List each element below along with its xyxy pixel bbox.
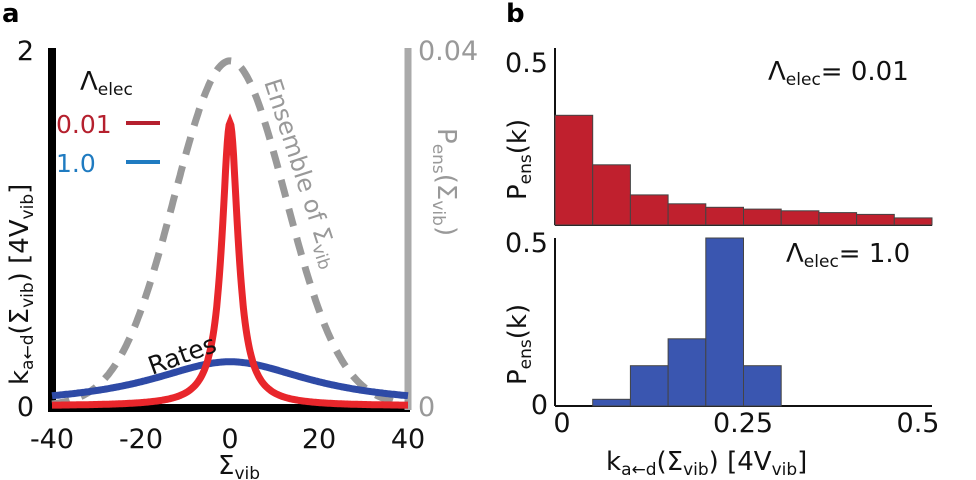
y2-tick-max: 0.04 [418,36,478,67]
hist-bar-0-0 [554,114,594,226]
b-x-axis-label: ka←d(Σvib) [4Vvib] [606,447,807,480]
x-tick-20: 20 [302,424,336,455]
b-bottom-y-label: Pens(k) [503,304,536,385]
y-tick-0: 0 [17,392,34,423]
panel-b-chart: 0.5 0.5 0 0 0.25 0.5 Λelec= 0.01 Λelec= … [503,48,939,480]
hist-bar-0-4 [705,206,744,226]
hist-bar-1-2 [667,338,707,407]
b-x-tick-0: 0 [553,408,570,439]
hist-bar-0-8 [856,213,895,226]
hist-bar-0-5 [743,208,782,226]
b-x-tick-025: 0.25 [713,408,773,439]
y-axis-label: ka←d(Σvib) [4Vvib] [5,184,38,385]
x-tick-40: 40 [391,424,425,455]
b-x-tick-05: 0.5 [897,408,940,439]
hist-bar-0-1 [592,164,631,226]
y-tick-2: 2 [17,36,34,67]
panel-a-chart: 2 0 0.04 0 -40 -20 0 20 40 Σvib ka←d(Σvi… [5,36,478,480]
series-line-ensemble [51,57,409,408]
series-line-001 [52,113,408,409]
hist-bar-0-9 [893,217,933,226]
b-top-y-label: Pens(k) [503,119,536,200]
hist-bar-0-7 [818,212,858,226]
legend-label-10: 1.0 [56,149,96,178]
b-bottom-y-tick-0: 0 [531,390,548,421]
hist-bar-1-4 [743,365,782,407]
y2-tick-0: 0 [418,392,435,423]
hist-bar-0-6 [780,210,820,226]
b-top-y-tick-05: 0.5 [505,48,548,79]
legend-label-001: 0.01 [56,110,112,139]
hist-bar-1-0 [592,398,631,407]
x-tick-0: 0 [221,424,238,455]
hist-bar-1-3 [705,237,744,407]
panel-a-curves [51,57,409,409]
legend-title: Λelec [80,67,133,100]
panel-label-a: a [2,0,20,29]
series-line-10 [51,358,409,400]
x-tick-n20: -20 [119,424,163,455]
x-axis-label: Σvib [218,451,260,480]
y2-axis-label: Pens(Σvib) [428,128,461,236]
b-bottom-title: Λelec= 1.0 [786,239,910,272]
hist-bar-0-2 [629,194,669,226]
b-bottom-y-tick-05: 0.5 [505,228,548,259]
hist-bar-1-1 [629,365,669,407]
hist-bar-0-3 [667,203,707,226]
panel-b-bars [554,114,933,407]
panel-label-b: b [506,0,525,29]
b-top-title: Λelec= 0.01 [768,57,909,90]
x-tick-n40: -40 [30,424,74,455]
